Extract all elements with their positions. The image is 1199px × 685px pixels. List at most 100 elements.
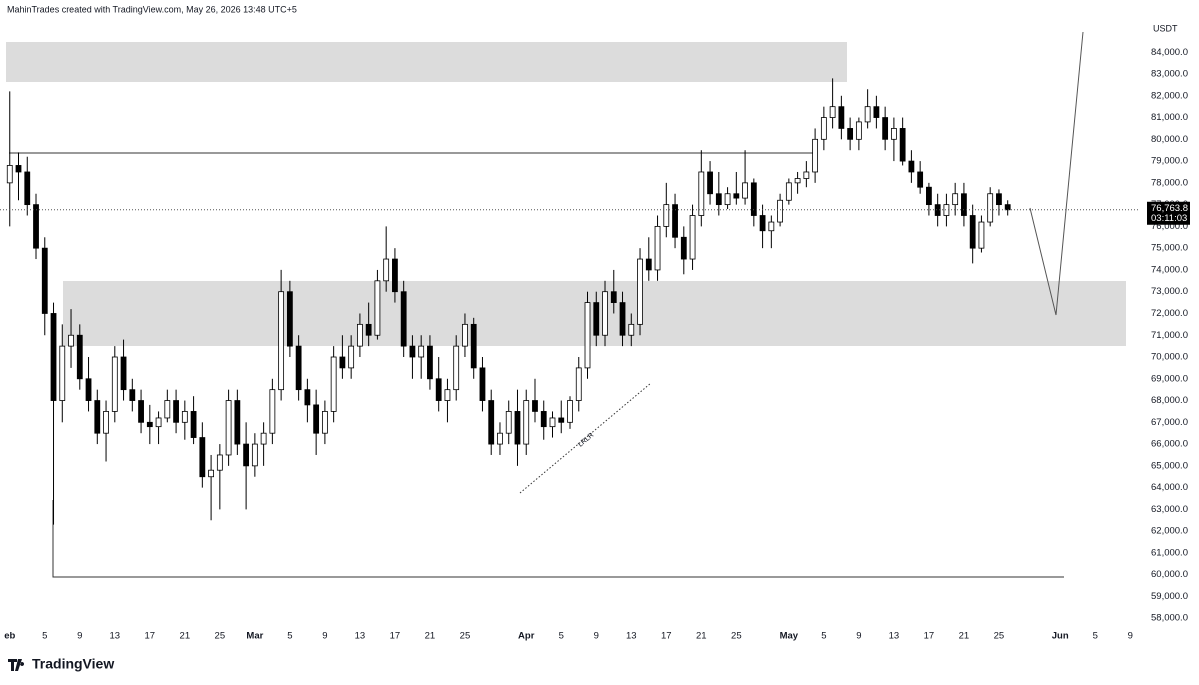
- candle-body: [269, 389, 276, 434]
- candle-body: [418, 345, 425, 358]
- candle-body: [698, 171, 705, 216]
- y-tick-label: 69,000.0: [1151, 373, 1188, 384]
- candle-body: [750, 182, 757, 216]
- currency: USDT: [1153, 23, 1178, 33]
- y-tick-label: 84,000.0: [1151, 47, 1188, 58]
- y-tick-label: 62,000.0: [1151, 526, 1188, 537]
- candle-body: [820, 117, 827, 140]
- x-tick-label: 5: [559, 631, 564, 642]
- candle-body: [654, 225, 661, 271]
- candle-body: [890, 128, 897, 140]
- x-tick-label: 17: [145, 631, 156, 642]
- x-tick-label: 13: [889, 631, 900, 642]
- candle-body: [567, 400, 573, 423]
- candle-body: [103, 411, 109, 434]
- candle-body: [847, 128, 854, 140]
- candle-body: [672, 204, 678, 238]
- y-tick-label: 67,000.0: [1151, 417, 1188, 428]
- plot: [6, 78, 1011, 525]
- candle-body: [164, 400, 171, 419]
- annotation: LRLR: [577, 432, 595, 449]
- candle-body: [173, 400, 179, 423]
- candle-body: [190, 411, 197, 438]
- y-tick-label: 59,000.0: [1151, 591, 1188, 602]
- x-tick-label: 21: [180, 631, 191, 642]
- candle-body: [987, 193, 994, 223]
- x-tick-label: 9: [322, 631, 327, 642]
- candle-body: [348, 345, 355, 369]
- last-price-label: 76,763.8: [1151, 203, 1188, 214]
- x-tick-label: 17: [390, 631, 401, 642]
- y-tick-label: 79,000.0: [1151, 156, 1188, 167]
- candle-body: [812, 138, 819, 173]
- candle-body: [427, 345, 433, 380]
- candle-body: [829, 106, 836, 118]
- candle-body: [532, 400, 538, 412]
- candle-body: [637, 258, 643, 325]
- candle-body: [330, 356, 337, 412]
- candle-body: [899, 128, 906, 162]
- x-tick-label: 25: [215, 631, 226, 642]
- candle-body: [733, 193, 740, 199]
- logo-icon: [8, 659, 25, 671]
- countdown: 03:11:03: [1151, 213, 1187, 224]
- candle-body: [24, 171, 31, 206]
- x-tick-label: 9: [1128, 631, 1133, 642]
- y-tick-label: 58,000.0: [1151, 613, 1188, 624]
- x-tick-label: 5: [821, 631, 826, 642]
- y-tick-label: 64,000.0: [1151, 482, 1188, 493]
- candle-body: [602, 291, 608, 336]
- header: MahinTrades created with TradingView.com…: [7, 4, 297, 14]
- candle-body: [689, 215, 696, 260]
- candle-body: [251, 443, 258, 467]
- candle-body: [645, 258, 652, 271]
- candle-body: [996, 193, 1002, 206]
- candle-body: [794, 178, 801, 184]
- candle-body: [488, 400, 495, 445]
- candle-body: [15, 165, 22, 173]
- candle-body: [199, 437, 206, 478]
- candle-body: [33, 204, 39, 249]
- candle-body: [663, 204, 670, 227]
- x-tick-label: 25: [731, 631, 742, 642]
- candle-body: [435, 378, 442, 401]
- x-tick-label: 5: [1093, 631, 1098, 642]
- x-tick-label: 9: [856, 631, 861, 642]
- candle-body: [558, 417, 565, 423]
- candle-body: [155, 417, 162, 428]
- candle-body: [6, 165, 13, 184]
- x-tick-label: 5: [42, 631, 47, 642]
- candle-body: [917, 171, 924, 188]
- candle-body: [111, 356, 118, 412]
- candle-body: [339, 356, 346, 369]
- candle-body: [497, 432, 503, 445]
- candle-body: [882, 117, 889, 140]
- x-tick-label: 9: [594, 631, 599, 642]
- candle-body: [619, 302, 626, 336]
- candle-body: [715, 193, 722, 206]
- candle-body: [759, 215, 766, 232]
- candle-body: [138, 400, 144, 423]
- candle-body: [934, 204, 941, 216]
- candle-body: [278, 291, 285, 391]
- x-tick-label: Jun: [1052, 631, 1069, 642]
- candle-body: [610, 291, 617, 303]
- candle-body: [470, 323, 477, 369]
- candle-body: [59, 345, 66, 401]
- y-tick-label: 75,000.0: [1151, 243, 1188, 254]
- candle-body: [295, 345, 302, 391]
- candle-body: [453, 345, 460, 391]
- x-tick-label: 9: [77, 631, 82, 642]
- y-tick-label: 82,000.0: [1151, 90, 1188, 101]
- candle-body: [400, 291, 407, 347]
- candle-body: [926, 186, 932, 206]
- candle-body: [304, 389, 311, 406]
- zone: [6, 42, 847, 82]
- candle-body: [286, 291, 293, 347]
- y-tick-label: 68,000.0: [1151, 395, 1188, 406]
- candle-body: [505, 411, 512, 434]
- level-line: [52, 500, 1064, 578]
- x-tick-label: 25: [460, 631, 471, 642]
- candle-body: [50, 313, 57, 401]
